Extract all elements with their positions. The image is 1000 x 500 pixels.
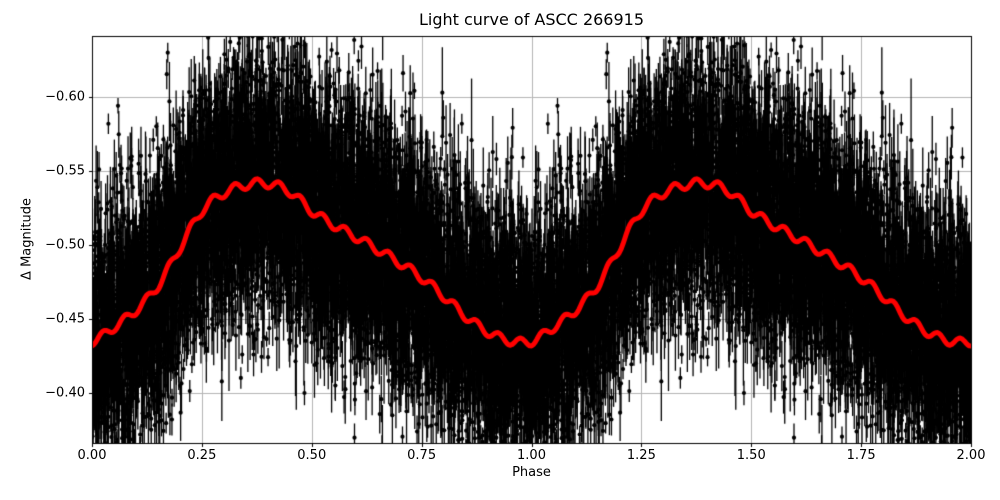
chart-title: Light curve of ASCC 266915	[418, 10, 645, 29]
y-tick-label-−0.45: −0.45	[45, 311, 85, 327]
x-tick-label-0.50: 0.50	[297, 448, 327, 463]
x-tick-label-1.25: 1.25	[626, 448, 656, 463]
x-tick-label-0.25: 0.25	[187, 448, 217, 463]
x-axis-label: Phase	[512, 465, 551, 480]
x-tick-label-1.50: 1.50	[736, 448, 766, 463]
x-tick-label-0.75: 0.75	[407, 448, 437, 463]
y-tick-label-−0.50: −0.50	[45, 237, 85, 253]
y-tick-label-−0.60: −0.60	[45, 89, 85, 105]
y-tick-label-−0.40: −0.40	[45, 385, 85, 401]
y-axis-label: Δ Magnitude	[19, 198, 35, 280]
x-tick-label-1.00: 1.00	[517, 448, 546, 463]
x-tick-label-0.00: 0.00	[77, 448, 107, 463]
x-tick-label-1.75: 1.75	[846, 448, 876, 463]
x-tick-label-2.00: 2.00	[956, 448, 986, 463]
y-tick-label-−0.55: −0.55	[45, 163, 85, 179]
